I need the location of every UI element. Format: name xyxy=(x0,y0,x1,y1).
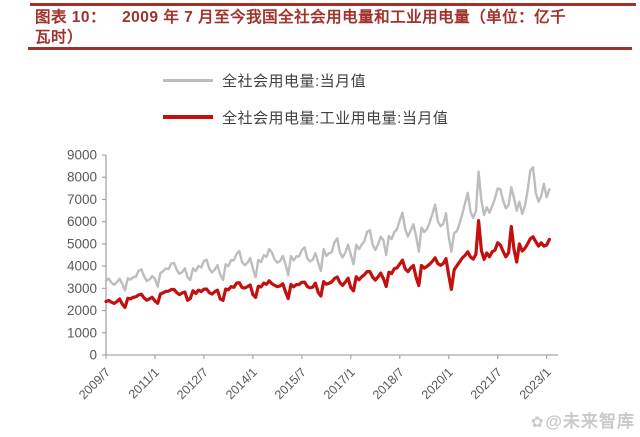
y-tick-label: 2000 xyxy=(67,303,97,318)
legend-line-total-icon xyxy=(163,78,213,82)
watermark-text: @未来智库 xyxy=(545,412,635,431)
legend-label-total: 全社会用电量:当月值 xyxy=(222,72,367,90)
chart-legend: 全社会用电量:当月值 全社会用电量:工业用电量:当月值 xyxy=(163,70,448,144)
figure-title: 图表 10： 2009 年 7 月至今我国全社会用电量和工业用电量（单位：亿千 瓦… xyxy=(35,8,634,48)
y-tick-label: 8000 xyxy=(67,170,97,185)
top-divider xyxy=(30,3,636,6)
y-tick-label: 1000 xyxy=(67,325,97,340)
figure-number: 图表 10： xyxy=(35,9,107,26)
x-tick-label: 2017/1 xyxy=(321,365,358,402)
figure-title-line1: 图表 10： 2009 年 7 月至今我国全社会用电量和工业用电量（单位：亿千 xyxy=(35,8,634,28)
x-tick-label: 2012/7 xyxy=(174,365,211,402)
series-line-0 xyxy=(104,166,551,292)
series-line-1 xyxy=(104,218,552,309)
watermark: ✿@未来智库 xyxy=(531,407,635,432)
legend-label-industrial: 全社会用电量:工业用电量:当月值 xyxy=(222,109,449,127)
x-tick-label: 2015/7 xyxy=(272,365,309,402)
figure-title-line2: 瓦时） xyxy=(35,29,84,46)
y-tick-label: 9000 xyxy=(67,148,97,163)
x-tick-label: 2021/7 xyxy=(468,365,505,402)
wenku-logo-icon: ✿ xyxy=(530,414,545,431)
y-tick-label: 7000 xyxy=(67,192,97,207)
x-tick-label: 2018/7 xyxy=(370,365,407,402)
legend-line-industrial-icon xyxy=(163,115,213,119)
x-tick-label: 2009/7 xyxy=(76,365,113,402)
y-tick-label: 5000 xyxy=(67,236,97,251)
y-tick-label: 6000 xyxy=(67,214,97,229)
title-divider xyxy=(28,47,632,50)
legend-item-total: 全社会用电量:当月值 xyxy=(163,70,448,90)
y-tick-label: 4000 xyxy=(67,259,97,274)
x-tick-label: 2023/1 xyxy=(517,365,554,402)
line-chart-plot: 0 1000 2000 3000 4000 5000 6000 7000 8000 9000 200… xyxy=(67,148,558,402)
x-tick-label: 2011/1 xyxy=(126,365,162,401)
y-tick-label: 0 xyxy=(89,348,97,363)
x-tick-label: 2014/1 xyxy=(223,365,260,402)
figure-title-text: 2009 年 7 月至今我国全社会用电量和工业用电量（单位：亿千 xyxy=(122,9,567,26)
legend-item-industrial: 全社会用电量:工业用电量:当月值 xyxy=(163,107,448,127)
y-tick-label: 3000 xyxy=(67,281,97,296)
x-tick-label: 2020/1 xyxy=(419,365,456,402)
